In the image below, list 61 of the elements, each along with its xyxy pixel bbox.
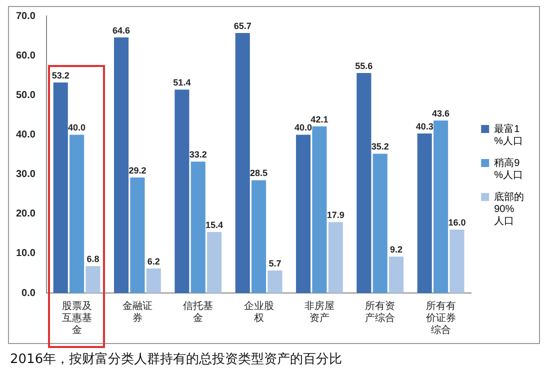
y-tick-label: 30.0 [16,169,36,180]
data-label: 51.4 [173,78,191,88]
bar [433,120,448,293]
bar [312,126,327,293]
x-tick-label: 非房屋资产 [304,300,334,324]
y-tick-label: 70.0 [16,10,36,22]
data-label: 6.8 [86,254,100,264]
bar [86,266,100,293]
x-tick-label: 所有资产综合 [365,300,396,324]
data-label: 17.9 [326,210,344,220]
x-tick-label: 所有有价证券综合 [424,300,456,336]
data-label: 28.5 [250,168,268,178]
data-label: 5.7 [268,258,282,268]
y-tick-label: 60.0 [16,50,36,62]
bar [389,256,404,293]
bar [70,134,84,293]
x-tick-label: 金融证券 [122,300,152,324]
bar [146,268,161,293]
data-label: 40.0 [294,122,312,133]
x-tick-label: 股票及互惠基金 [62,300,92,336]
data-label: 42.1 [310,114,328,124]
bar [174,90,190,293]
data-label: 40.3 [416,122,434,132]
y-tick-label: 10.0 [16,248,36,260]
data-label: 33.2 [189,150,207,160]
bar [235,33,250,293]
bar [53,82,68,293]
data-label: 29.2 [128,165,146,176]
data-label: 65.7 [234,21,252,31]
data-label: 55.6 [355,60,373,71]
bar [417,134,432,293]
bar [268,270,282,293]
text: 2016年，按财富分类人群持有的总投资类型资产的百分比 [10,351,342,368]
bar [130,177,145,293]
x-tick-label: 企业股权 [244,300,274,324]
bar [328,222,343,293]
legend-label: 稍高9%人口 [494,156,524,181]
bar [372,154,388,293]
y-tick-label: 50.0 [16,90,36,101]
data-label: 6.2 [147,256,160,266]
data-label: 64.6 [112,25,130,36]
bar [356,72,372,293]
data-label: 15.4 [206,220,224,230]
bar [207,232,222,293]
y-tick-label: 0.0 [22,288,36,299]
data-label: 40.0 [68,122,86,133]
data-label: 53.2 [52,70,70,80]
data-label: 43.6 [432,108,450,118]
bar [114,37,129,293]
bar [296,134,311,293]
bar [450,230,464,293]
legend-label: 最富1%人口 [494,122,524,147]
data-label: 9.2 [390,244,403,255]
y-tick-label: 40.0 [16,129,36,140]
bar [252,180,266,293]
bar [190,162,206,293]
data-label: 35.2 [371,142,389,152]
y-tick-label: 20.0 [16,208,36,220]
legend-label: 底部的90%人口 [494,190,524,227]
data-label: 16.0 [448,218,466,228]
x-tick-label: 信托基金 [183,300,214,324]
